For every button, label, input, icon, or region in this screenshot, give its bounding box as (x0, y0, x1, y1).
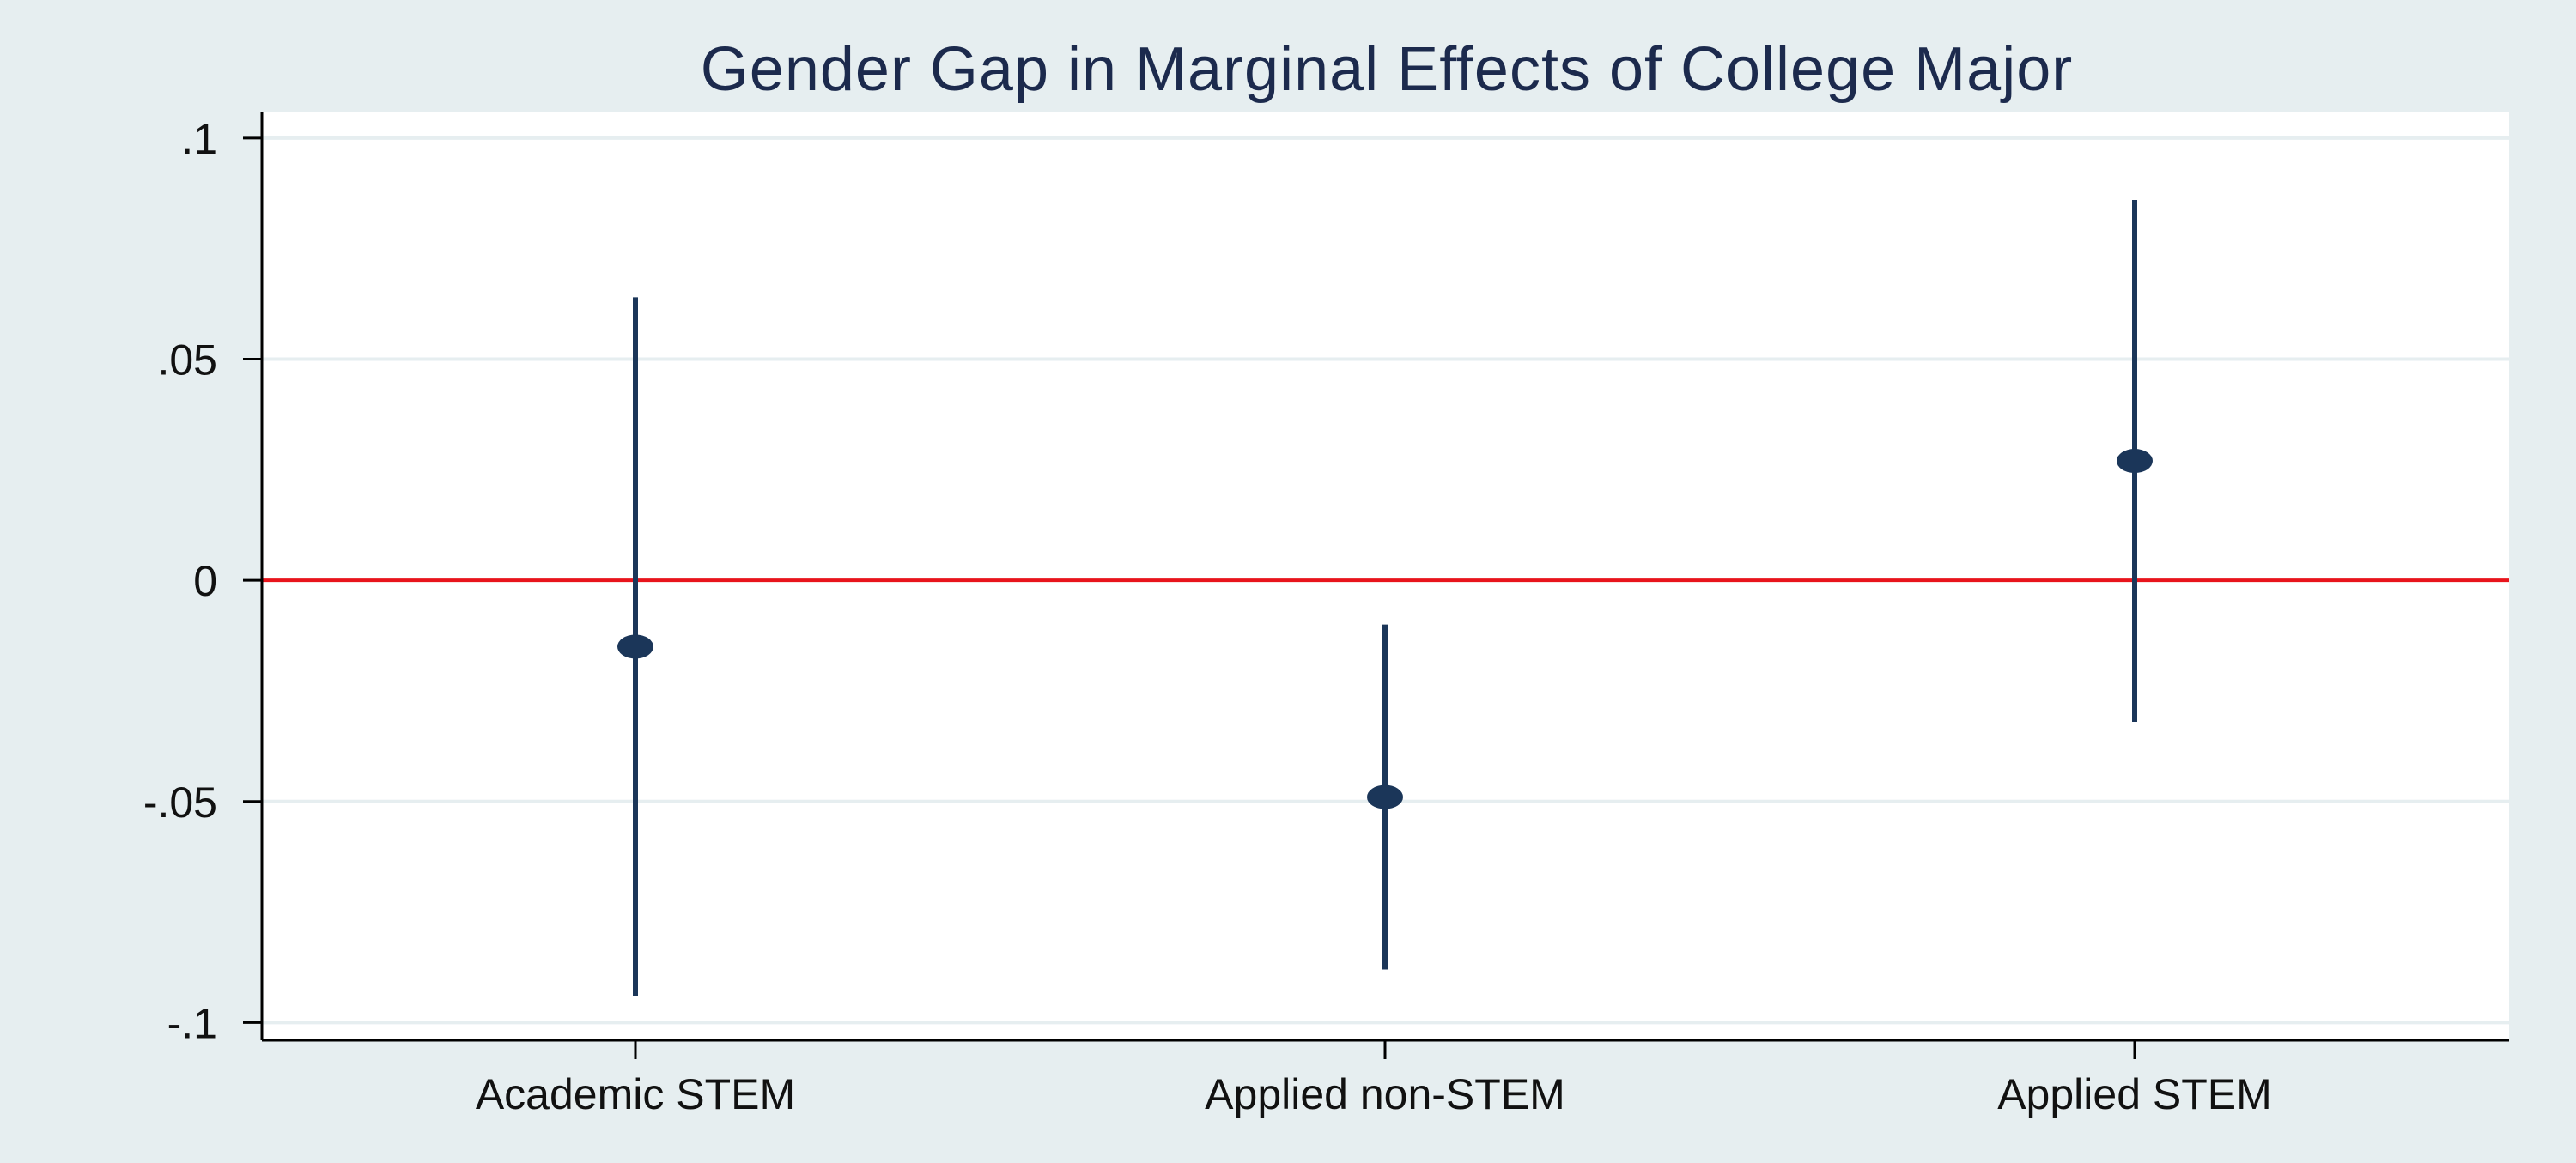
y-tick-label: -.1 (167, 999, 217, 1047)
y-tick-label: 0 (193, 557, 217, 605)
x-tick-label: Applied non-STEM (1205, 1070, 1565, 1118)
y-tick-label: -.05 (143, 778, 217, 827)
marks (617, 200, 2153, 996)
x-tick-label: Applied STEM (1997, 1070, 2272, 1118)
point-estimate (617, 634, 653, 659)
chart-title: Gender Gap in Marginal Effects of Colleg… (701, 35, 2073, 104)
axes: .1 .05 0 -.05 -.1 Academic STEM Applied non-ST… (143, 112, 2509, 1118)
point-estimate (2117, 449, 2153, 474)
y-tick-label: .1 (181, 115, 217, 163)
y-tick-label: .05 (157, 336, 217, 385)
point-estimate (1367, 784, 1403, 809)
x-tick-label: Academic STEM (476, 1070, 795, 1118)
